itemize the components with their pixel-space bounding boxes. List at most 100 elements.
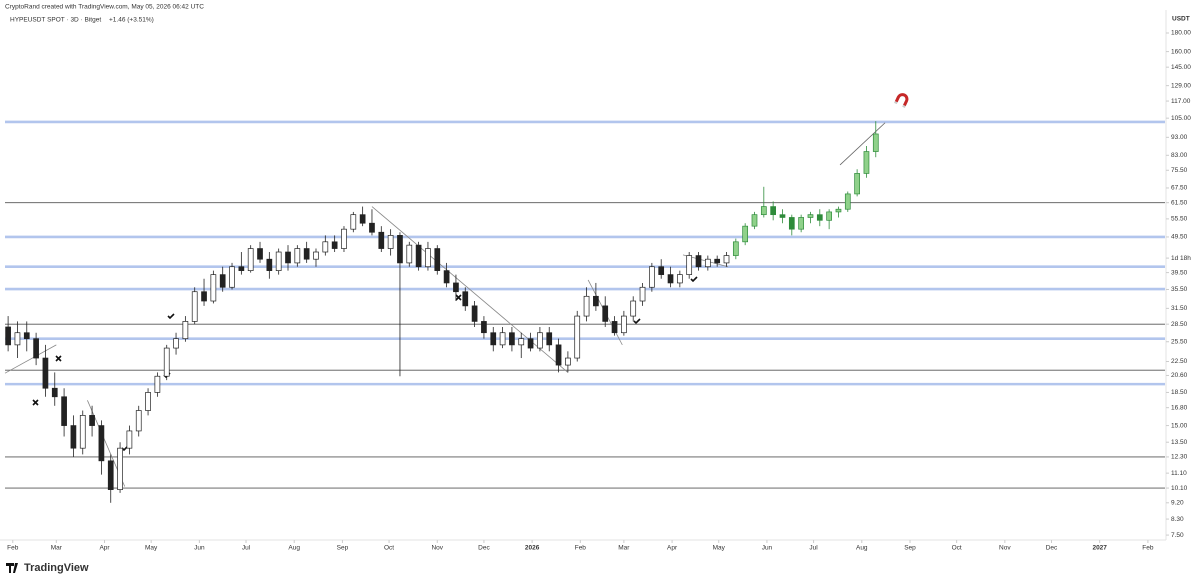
x-tick-label: Nov	[999, 545, 1011, 552]
candle-body	[107, 460, 114, 490]
y-tick-label: 67.50	[1171, 185, 1188, 192]
plot-layer	[4, 120, 1165, 503]
brand-logo: TradingView	[6, 562, 89, 574]
candle-body	[686, 255, 693, 275]
candle-body	[621, 315, 627, 334]
candle-body	[201, 291, 207, 302]
x-tick-label: Mar	[51, 545, 63, 552]
candle-body	[238, 266, 245, 271]
candle-body	[611, 321, 618, 334]
candle-body	[872, 133, 879, 152]
candle-body	[639, 286, 646, 302]
y-tick-label: 105.00	[1171, 115, 1191, 122]
x-tick-label: 2027	[1092, 545, 1107, 552]
y-tick-label: 13.50	[1171, 439, 1188, 446]
trend-line	[371, 206, 569, 373]
y-tick-label: 49.50	[1171, 234, 1188, 241]
x-tick-label: Oct	[952, 545, 962, 552]
y-tick-label: 39.50	[1171, 269, 1188, 276]
x-tick-label: Apr	[99, 545, 110, 552]
cross-icon	[455, 294, 462, 301]
y-tick-label: 180.00	[1171, 30, 1191, 37]
candle-body	[854, 173, 860, 195]
x-tick-label: Apr	[667, 545, 678, 552]
x-tick-label: 2026	[525, 545, 540, 552]
y-axis-label: USDT	[1172, 16, 1190, 23]
x-tick-label: Jun	[762, 545, 773, 552]
y-tick-label: 83.00	[1171, 152, 1188, 159]
candle-body	[844, 193, 851, 210]
candle-body	[285, 251, 291, 264]
y-tick-label: 129.00	[1171, 82, 1191, 89]
magnet-icon	[894, 93, 909, 108]
candle-body	[695, 255, 702, 268]
candle-body	[574, 315, 581, 359]
x-tick-label: Aug	[288, 545, 300, 552]
candle-body	[462, 291, 469, 307]
candle-body	[303, 248, 310, 260]
candle-body	[732, 241, 739, 256]
candle-body	[387, 235, 394, 249]
candle-body	[555, 344, 562, 366]
candle-body	[434, 248, 441, 271]
candle-body	[369, 222, 375, 233]
candle-body	[714, 258, 721, 264]
x-tick-label: Aug	[856, 545, 868, 552]
candle-body	[723, 255, 730, 264]
candle-body	[23, 332, 30, 340]
candle-body	[210, 274, 217, 302]
candle-body	[677, 274, 683, 284]
check-icon	[167, 313, 175, 320]
candle-body	[453, 282, 459, 293]
symbol-title: HYPEUSDT SPOT · 3D · Bitget	[10, 17, 101, 24]
candle-body	[42, 357, 49, 389]
y-tick-label: 8.30	[1171, 516, 1184, 523]
y-tick-label: 25.50	[1171, 338, 1188, 345]
candle-body	[583, 295, 590, 317]
candle-body	[5, 326, 11, 346]
candle-body	[742, 225, 749, 243]
x-tick-label: Dec	[478, 545, 490, 552]
candle-body	[527, 338, 534, 349]
candle-body	[816, 214, 823, 221]
candle-body	[117, 447, 123, 490]
candle-body	[33, 338, 39, 359]
candle-body	[518, 338, 525, 346]
candle-body	[406, 244, 413, 264]
candle-body	[835, 208, 842, 213]
candle-body	[275, 251, 282, 271]
candle-body	[61, 396, 67, 426]
trend-line	[839, 122, 886, 166]
credit: CryptoRand created with TradingView.com,…	[5, 4, 204, 11]
candle-body	[779, 214, 786, 218]
x-tick-label: Dec	[1046, 545, 1058, 552]
candle-body	[537, 332, 543, 349]
x-tick-label: May	[713, 545, 726, 552]
candle-body	[397, 235, 403, 264]
candle-body	[154, 375, 161, 393]
y-tick-label: 22.50	[1171, 358, 1188, 365]
candle-body	[79, 415, 86, 449]
x-tick-label: Oct	[384, 545, 394, 552]
candle-body	[163, 347, 170, 377]
candle-body	[98, 425, 105, 462]
x-tick-label: Jul	[242, 545, 251, 552]
candle-body	[359, 214, 366, 224]
candle-body	[658, 266, 665, 275]
brand: TradingView	[24, 562, 89, 574]
candle-body	[294, 248, 301, 264]
candle-body	[481, 321, 487, 334]
candle-body	[51, 387, 58, 398]
x-tick-label: Feb	[575, 545, 587, 552]
candle-body	[760, 206, 767, 216]
candle-body	[565, 357, 571, 366]
y-tick-label: 93.00	[1171, 134, 1188, 141]
candle-body	[331, 241, 338, 249]
y-tick-label: 15.00	[1171, 422, 1188, 429]
candle-body	[145, 392, 151, 411]
candle-body	[443, 270, 450, 284]
candle-body	[191, 291, 198, 322]
check-icon	[633, 318, 641, 325]
x-tick-label: Mar	[618, 545, 630, 552]
